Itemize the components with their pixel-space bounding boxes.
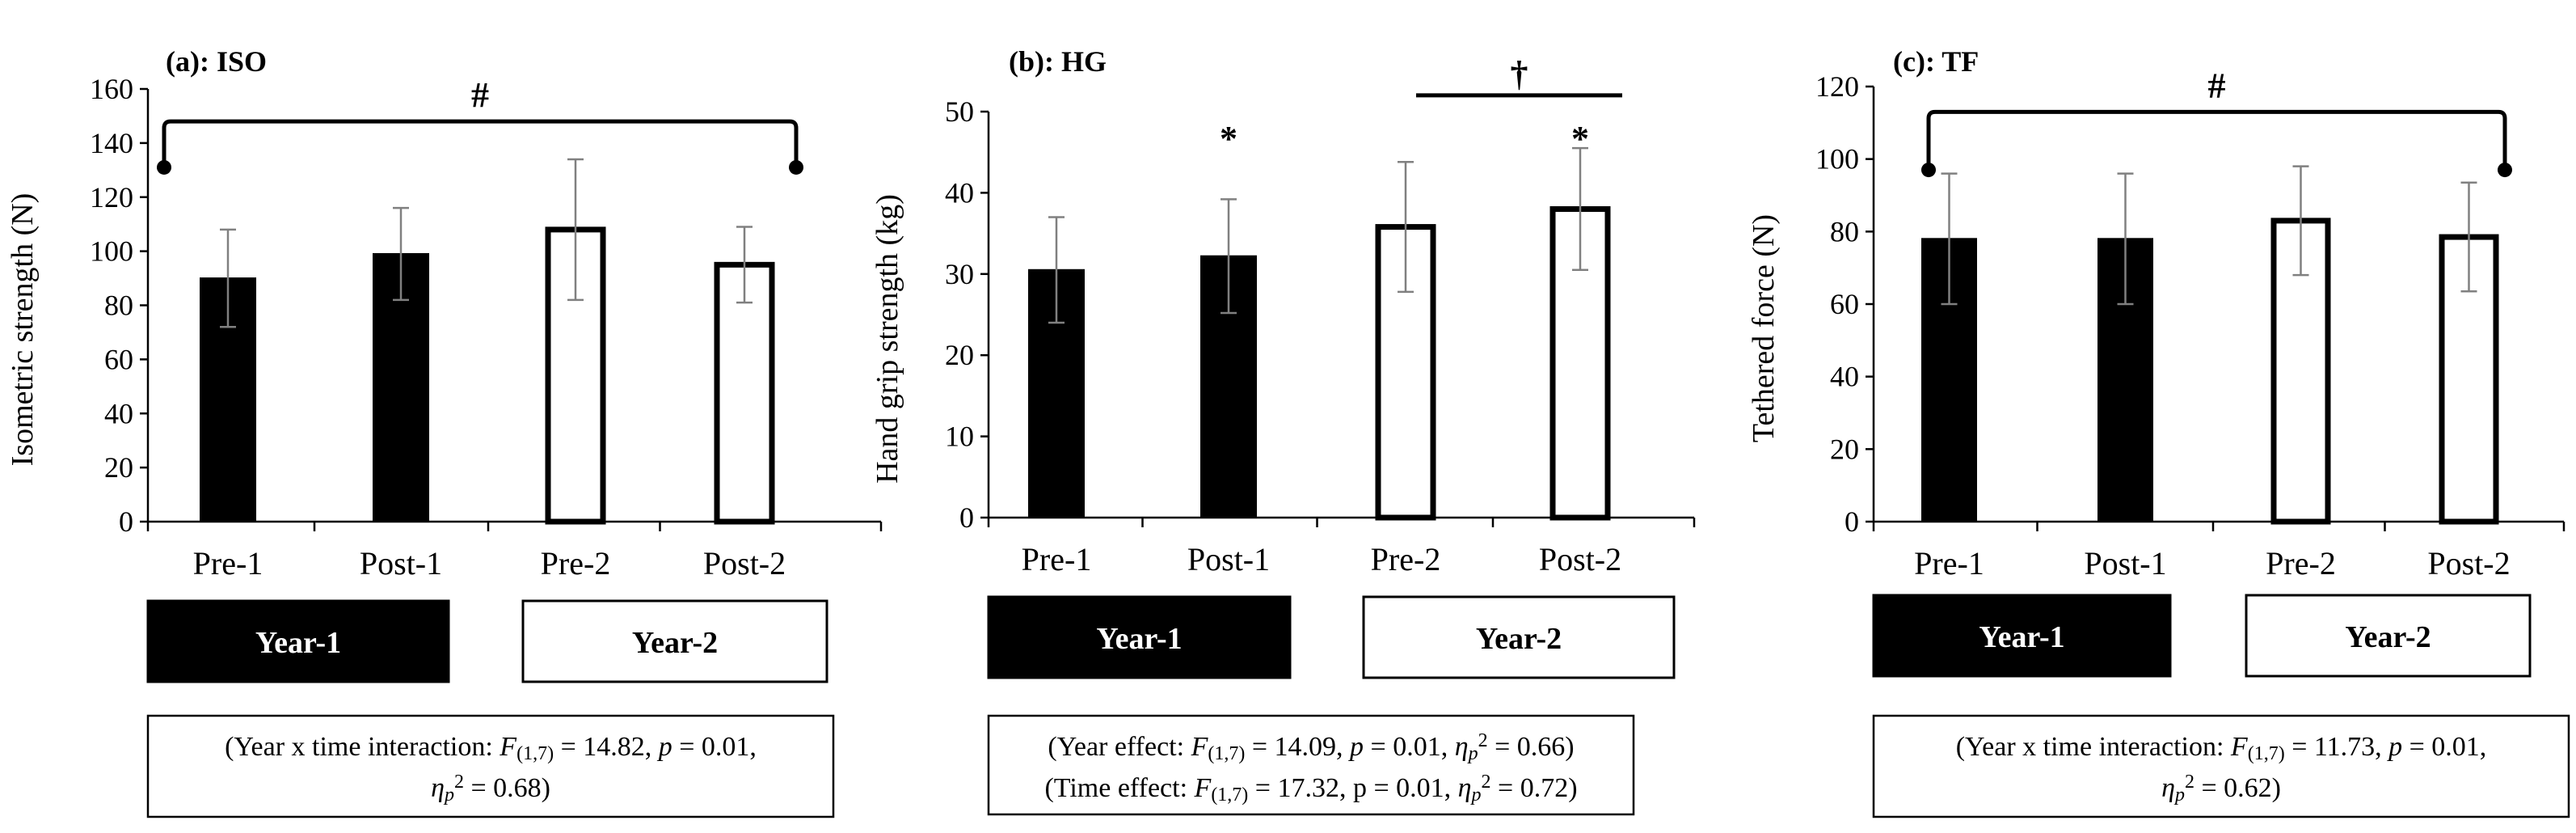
stats-line: (Year x time interaction: F(1,7) = 11.73… [1956,732,2487,764]
significance-bracket [1926,109,2507,171]
year-1-box [146,599,450,683]
y-tick-label: 0 [959,501,974,534]
category-label: Pre-2 [1371,541,1441,577]
stats-line: ηp2 = 0.62) [2161,772,2281,806]
bracket-end-dot [789,159,803,175]
y-tick-label: 30 [945,258,974,290]
category-label: Pre-1 [1914,545,1984,581]
bracket-end-dot [1921,163,1936,178]
year-1-box [987,595,1292,679]
y-tick-label: 0 [1845,505,1859,538]
y-axis-label: Tethered force (N) [1747,214,1781,442]
year-2-box [1362,595,1676,679]
y-tick-label: 20 [104,451,133,484]
y-axis-label: Hand grip strength (kg) [871,194,904,484]
y-tick-label: 20 [1830,433,1859,465]
significance-star: * [1220,119,1237,159]
y-axis-label: Isometric strength (N) [6,193,40,467]
panel-title: (c): TF [1893,45,1979,78]
y-tick-label: 80 [1830,215,1859,247]
category-label: Post-2 [703,545,786,581]
year-label: Year-1 [1979,620,2064,654]
panel-hg: 0 10 20 30 40 50 Pre-1 Post-1 Pre-2 Post-2 Hand gr… [871,45,1696,816]
y-tick-label: 100 [90,235,133,268]
stats-box [987,714,1635,816]
bar [200,277,256,522]
y-tick-label: 10 [945,421,974,453]
y-tick-label: 50 [945,95,974,128]
year-label: Year-2 [632,626,718,660]
year-label: Year-2 [1476,622,1562,656]
y-tick-label: 20 [945,339,974,371]
category-label: Post-1 [2084,545,2166,581]
y-tick-label: 120 [1815,70,1859,103]
significance-mark: # [471,75,489,115]
panel-iso: 0 20 40 60 80 100 120 140 160 Pre-1 Post-1 Pre-2 Pos… [6,45,883,818]
significance-dagger: † [1511,54,1528,94]
y-tick-label: 0 [119,505,133,538]
bracket-end-dot [2498,163,2512,178]
category-label: Pre-2 [2266,545,2336,581]
panel-title: (b): HG [1009,45,1107,78]
stats-line: (Year effect: F(1,7) = 14.09, p = 0.01, … [1048,730,1574,764]
category-label: Pre-1 [193,545,264,581]
significance-mark: # [2208,66,2226,105]
significance-star: * [1571,119,1589,159]
y-tick-label: 60 [1830,288,1859,320]
panel-tf: 0 20 40 60 80 100 120 Pre-1 Post-1 Pre-2 Post-2 Tet… [1747,45,2570,818]
y-tick-label: 40 [104,397,133,429]
y-tick-label: 140 [90,127,133,159]
stats-box [146,714,835,818]
category-label: Post-1 [1187,541,1270,577]
stats-box [1872,714,2570,818]
panel-title: (a): ISO [166,45,267,78]
significance-bracket [162,119,799,167]
year-1-box [1872,594,2172,678]
category-label: Post-2 [2427,545,2510,581]
category-label: Pre-1 [1022,541,1092,577]
year-label: Year-1 [255,626,341,660]
year-label: Year-1 [1096,622,1182,656]
y-tick-label: 100 [1815,143,1859,175]
y-tick-label: 40 [1830,361,1859,393]
year-2-box [2245,594,2532,678]
year-label: Year-2 [2345,620,2431,654]
category-label: Pre-2 [541,545,611,581]
y-tick-label: 160 [90,73,133,105]
stats-line: (Year x time interaction: F(1,7) = 14.82… [225,732,757,764]
year-2-box [521,599,828,683]
stats-line: ηp2 = 0.68) [431,772,550,806]
y-tick-label: 60 [104,343,133,375]
category-label: Post-2 [1539,541,1621,577]
y-tick-label: 120 [90,181,133,214]
bar [714,261,775,525]
y-tick-label: 40 [945,176,974,209]
stats-line: (Time effect: F(1,7) = 17.32, p = 0.01, … [1044,772,1577,806]
bracket-end-dot [157,159,171,175]
y-tick-label: 80 [104,290,133,322]
bar [545,226,606,525]
category-label: Post-1 [360,545,442,581]
